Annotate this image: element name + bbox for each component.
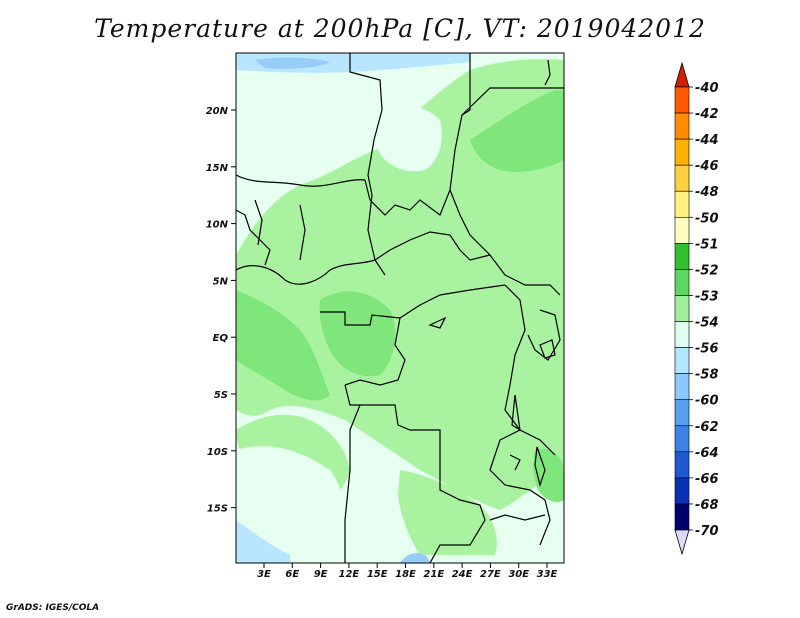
- lon-tick-label: 9E: [314, 569, 328, 580]
- border-line: [344, 404, 361, 563]
- border-line: [489, 514, 546, 521]
- colorbar-label: -64: [695, 446, 719, 461]
- region-blue-southwest: [236, 520, 290, 563]
- border-line: [320, 284, 506, 326]
- colorbar-segment: [674, 295, 690, 322]
- colorbar-label: -46: [695, 159, 719, 174]
- colorbar-label: -52: [695, 263, 719, 278]
- colorbar-label: -48: [695, 185, 719, 200]
- colorbar-segment: [674, 216, 690, 244]
- latitude-axis: 20N 15N 10N 5N EQ 5S 10S 15S: [206, 106, 236, 515]
- colorbar-segment: [674, 164, 690, 192]
- lake-outline: [539, 339, 556, 359]
- colorbar-label: -54: [695, 316, 719, 331]
- border-line: [489, 429, 551, 546]
- lat-tick-label: 15S: [207, 504, 228, 515]
- region-green-south: [398, 470, 497, 555]
- lon-tick-label: 27E: [480, 569, 501, 580]
- colorbar-segment: [674, 190, 690, 218]
- border-line: [235, 259, 376, 285]
- grads-credit: GrADS: IGES/COLA: [6, 603, 100, 613]
- border-line: [344, 384, 441, 470]
- lat-tick-label: 5N: [213, 276, 229, 287]
- colorbar-segment: [674, 347, 690, 374]
- lon-tick-label: 15E: [367, 569, 388, 580]
- map-panel: 20N 15N 10N 5N EQ 5S 10S 15S 3E 6E 9E 12E 15E 18E 21E…: [206, 52, 565, 580]
- region-pale-southwest: [236, 446, 347, 563]
- lon-tick-label: 30E: [508, 569, 529, 580]
- border-line: [364, 179, 451, 216]
- border-line: [299, 204, 306, 261]
- colorbar-top-arrow: [674, 61, 690, 88]
- lon-tick-label: 24E: [452, 569, 473, 580]
- colorbar-label: -62: [695, 420, 719, 435]
- border-line: [461, 87, 564, 116]
- map-frame: [235, 52, 565, 564]
- colorbar-label: -70: [695, 524, 719, 539]
- lon-tick-label: 18E: [395, 569, 416, 580]
- border-line: [235, 209, 271, 266]
- region-blue-north-core: [255, 57, 330, 69]
- colorbar-label: -60: [695, 394, 719, 409]
- colorbar-label: -66: [695, 472, 719, 487]
- lon-tick-label: 3E: [257, 569, 271, 580]
- lon-tick-label: 12E: [339, 569, 360, 580]
- colorbar-label: -50: [695, 211, 719, 226]
- map-title: Temperature at 200hPa [C], VT: 201904201…: [94, 14, 706, 43]
- lake-outline: [428, 316, 447, 329]
- colorbar-segment: [674, 138, 690, 166]
- colorbar-segment: [674, 373, 690, 401]
- lat-tick-label: 20N: [206, 106, 229, 117]
- colorbar-label: -44: [695, 133, 719, 148]
- lat-tick-label: 5S: [214, 390, 228, 401]
- country-borders: [235, 53, 564, 564]
- colorbar-segment: [674, 86, 690, 114]
- colorbar-segment: [674, 503, 690, 531]
- colorbar-segment: [674, 451, 690, 479]
- colorbar-segment: [674, 425, 690, 453]
- colorbar-segment: [674, 112, 690, 140]
- colorbar-segment: [674, 477, 690, 505]
- longitude-axis: 3E 6E 9E 12E 15E 18E 21E 24E 27E 30E 33E: [257, 563, 558, 580]
- region-pale-sahara: [236, 60, 328, 182]
- lat-tick-label: 10S: [207, 447, 228, 458]
- colorbar-segment: [674, 243, 690, 270]
- region-pale-chad: [375, 104, 442, 172]
- border-line: [429, 470, 486, 564]
- colorbar: -40 -42 -44 -46 -48 -50 -51 -52 -53 -54 -56 -58 -60 -…: [674, 61, 719, 556]
- border-line: [544, 59, 551, 86]
- lon-tick-label: 21E: [423, 569, 444, 580]
- colorbar-label: -56: [695, 342, 719, 357]
- border-line: [349, 53, 386, 276]
- lat-tick-label: 15N: [206, 163, 229, 174]
- region-green-west-coast: [236, 290, 330, 401]
- lat-tick-label: 10N: [206, 220, 229, 231]
- colorbar-label: -51: [695, 237, 719, 252]
- temperature-field: [236, 53, 564, 563]
- border-line: [509, 454, 521, 471]
- colorbar-label: -68: [695, 498, 719, 513]
- border-line: [235, 174, 366, 187]
- colorbar-segment: [674, 321, 690, 348]
- colorbar-segment: [674, 399, 690, 427]
- region-blue-south: [400, 552, 430, 563]
- lake-outline: [511, 394, 521, 432]
- border-line: [374, 231, 491, 261]
- border-line: [344, 317, 406, 386]
- lat-tick-label: EQ: [213, 333, 229, 344]
- lake-outline: [534, 446, 546, 488]
- colorbar-bottom-arrow: [674, 529, 690, 556]
- border-line: [504, 284, 556, 456]
- colorbar-label: -40: [695, 81, 719, 96]
- colorbar-label: -53: [695, 289, 719, 304]
- border-line: [254, 199, 263, 246]
- lon-tick-label: 33E: [537, 569, 558, 580]
- region-green-northeast: [470, 90, 564, 172]
- region-green-lake-malawi: [533, 448, 564, 502]
- lon-tick-label: 6E: [285, 569, 299, 580]
- colorbar-label: -42: [695, 107, 719, 122]
- colorbar-label: -58: [695, 368, 719, 383]
- colorbar-segment: [674, 269, 690, 296]
